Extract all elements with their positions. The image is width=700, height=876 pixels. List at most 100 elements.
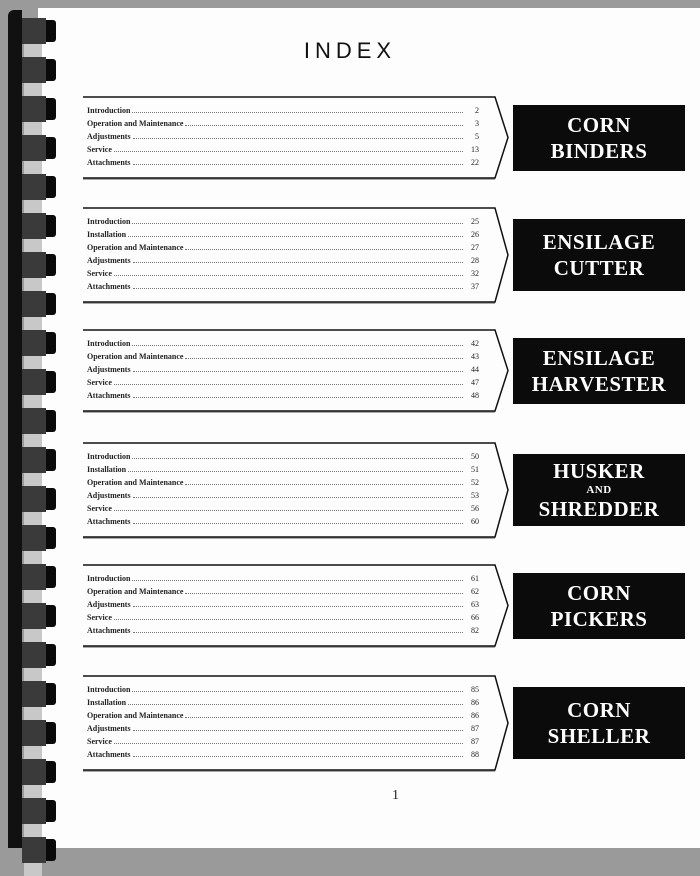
toc-list: Introduction 25 Installation 26 Operation an… [87, 217, 479, 295]
toc-entry-page: 62 [471, 587, 479, 596]
index-section: Introduction 61 Operation and Maintenance 6… [83, 564, 685, 648]
toc-entry[interactable]: Attachments 22 [87, 158, 479, 171]
leader-dots [128, 236, 463, 237]
toc-entry[interactable]: Adjustments 87 [87, 724, 479, 737]
leader-dots [132, 580, 463, 581]
toc-entry-label: Attachments [87, 391, 131, 400]
toc-entry-page: 88 [471, 750, 479, 759]
toc-entry-page: 86 [471, 711, 479, 720]
toc-entry-page: 86 [471, 698, 479, 707]
banner-text: CORN [567, 112, 631, 137]
leader-dots [132, 497, 463, 498]
leader-dots [132, 164, 463, 165]
toc-entry[interactable]: Operation and Maintenance 3 [87, 119, 479, 132]
banner-text: ENSILAGE [542, 230, 656, 254]
toc-entry[interactable]: Attachments 37 [87, 282, 479, 295]
section-banner: ENSILAGE CUTTER [513, 219, 685, 291]
toc-entry-page: 2 [475, 106, 479, 115]
toc-entry-label: Adjustments [87, 256, 131, 265]
toc-entry-page: 37 [471, 282, 479, 291]
toc-entry-label: Operation and Maintenance [87, 119, 184, 128]
toc-entry[interactable]: Installation 86 [87, 698, 479, 711]
toc-entry[interactable]: Introduction 50 [87, 452, 479, 465]
toc-entry-label: Operation and Maintenance [87, 352, 184, 361]
banner-text: BINDERS [550, 138, 648, 163]
toc-entry[interactable]: Operation and Maintenance 27 [87, 243, 479, 256]
toc-entry[interactable]: Introduction 25 [87, 217, 479, 230]
toc-entry-page: 51 [471, 465, 479, 474]
toc-entry[interactable]: Service 32 [87, 269, 479, 282]
toc-list: Introduction 61 Operation and Maintenance 6… [87, 574, 479, 639]
toc-list: Introduction 42 Operation and Maintenance 4… [87, 339, 479, 404]
toc-entry[interactable]: Adjustments 44 [87, 365, 479, 378]
toc-entry-page: 26 [471, 230, 479, 239]
toc-entry[interactable]: Adjustments 53 [87, 491, 479, 504]
toc-entry[interactable]: Adjustments 5 [87, 132, 479, 145]
toc-entry[interactable]: Service 56 [87, 504, 479, 517]
toc-entry[interactable]: Installation 51 [87, 465, 479, 478]
binding-comb [22, 486, 62, 525]
toc-entry-page: 42 [471, 339, 479, 348]
toc-entry[interactable]: Operation and Maintenance 86 [87, 711, 479, 724]
toc-entry-page: 43 [471, 352, 479, 361]
toc-entry-page: 5 [475, 132, 479, 141]
leader-dots [185, 249, 463, 250]
toc-entry[interactable]: Service 47 [87, 378, 479, 391]
section-banner: ENSILAGE HARVESTER [513, 337, 685, 404]
index-section: Introduction 2 Operation and Maintenance 3 A… [83, 96, 685, 180]
toc-entry-label: Introduction [87, 574, 131, 583]
section-bracket [83, 207, 509, 304]
index-section: Introduction 50 Installation 51 Operation an… [83, 442, 685, 539]
toc-entry-page: 47 [471, 378, 479, 387]
binding-comb [22, 96, 62, 135]
toc-entry[interactable]: Introduction 42 [87, 339, 479, 352]
section-banner: CORN BINDERS [513, 104, 685, 171]
toc-entry[interactable]: Operation and Maintenance 62 [87, 587, 479, 600]
toc-entry[interactable]: Operation and Maintenance 52 [87, 478, 479, 491]
leader-dots [128, 704, 463, 705]
leader-dots [132, 371, 463, 372]
binding-comb [22, 135, 62, 174]
toc-entry-page: 87 [471, 737, 479, 746]
toc-entry[interactable]: Adjustments 28 [87, 256, 479, 269]
leader-dots [132, 523, 463, 524]
binding-comb [22, 681, 62, 720]
toc-entry-page: 66 [471, 613, 479, 622]
toc-entry-label: Operation and Maintenance [87, 243, 184, 252]
binding-spine [8, 10, 22, 848]
leader-dots [185, 593, 463, 594]
banner-text: AND [586, 484, 612, 496]
toc-entry[interactable]: Introduction 2 [87, 106, 479, 119]
toc-entry[interactable]: Service 13 [87, 145, 479, 158]
binding-comb [22, 525, 62, 564]
toc-entry[interactable]: Adjustments 63 [87, 600, 479, 613]
toc-entry-label: Attachments [87, 626, 131, 635]
toc-entry-page: 22 [471, 158, 479, 167]
toc-entry-label: Introduction [87, 339, 131, 348]
toc-entry[interactable]: Introduction 61 [87, 574, 479, 587]
leader-dots [185, 717, 463, 718]
toc-entry-label: Operation and Maintenance [87, 711, 184, 720]
toc-entry[interactable]: Attachments 88 [87, 750, 479, 763]
toc-entry-page: 27 [471, 243, 479, 252]
toc-entry-page: 63 [471, 600, 479, 609]
section-bracket [83, 675, 509, 772]
toc-entry[interactable]: Service 87 [87, 737, 479, 750]
toc-entry-label: Service [87, 378, 112, 387]
index-section: Introduction 85 Installation 86 Operation an… [83, 675, 685, 772]
toc-entry[interactable]: Service 66 [87, 613, 479, 626]
toc-entry[interactable]: Introduction 85 [87, 685, 479, 698]
toc-entry[interactable]: Attachments 82 [87, 626, 479, 639]
toc-entry[interactable]: Operation and Maintenance 43 [87, 352, 479, 365]
toc-entry[interactable]: Installation 26 [87, 230, 479, 243]
binding-comb [22, 57, 62, 96]
toc-entry[interactable]: Attachments 60 [87, 517, 479, 530]
toc-entry-page: 32 [471, 269, 479, 278]
toc-entry[interactable]: Attachments 48 [87, 391, 479, 404]
toc-list: Introduction 85 Installation 86 Operation an… [87, 685, 479, 763]
binding-comb [22, 642, 62, 681]
binding-comb [22, 837, 62, 876]
leader-dots [132, 223, 463, 224]
section-banner: CORN PICKERS [513, 572, 685, 639]
banner-text: SHREDDER [538, 497, 660, 521]
